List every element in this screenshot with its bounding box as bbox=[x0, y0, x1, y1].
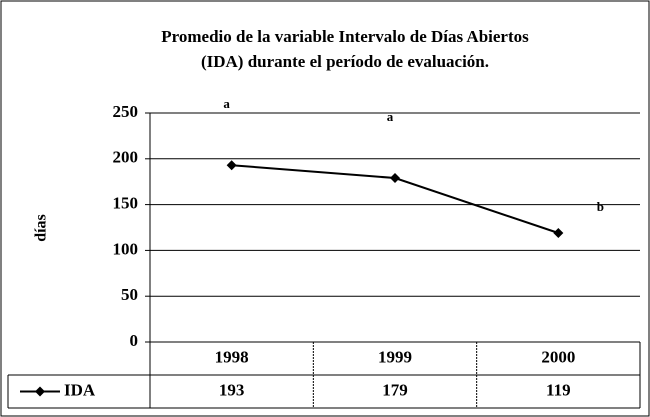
chart-title: Promedio de la variable Intervalo de Día… bbox=[161, 27, 529, 46]
x-tick-label: 2000 bbox=[541, 347, 575, 366]
table-value: 193 bbox=[219, 380, 245, 399]
y-axis-label: días bbox=[33, 214, 50, 242]
annotation: b bbox=[597, 199, 604, 214]
x-tick-label: 1998 bbox=[215, 347, 249, 366]
annotation: a bbox=[387, 109, 394, 124]
y-tick-label: 150 bbox=[113, 194, 139, 213]
y-tick-label: 250 bbox=[113, 102, 139, 121]
legend-marker bbox=[35, 386, 45, 397]
table-value: 119 bbox=[546, 380, 571, 399]
table-value: 179 bbox=[382, 380, 408, 399]
y-tick-label: 200 bbox=[113, 148, 139, 167]
y-tick-label: 50 bbox=[121, 285, 138, 304]
x-tick-label: 1999 bbox=[378, 347, 412, 366]
annotation: a bbox=[223, 96, 230, 111]
y-tick-label: 0 bbox=[130, 331, 139, 350]
legend-label: IDA bbox=[64, 380, 96, 399]
point bbox=[390, 173, 400, 184]
point bbox=[553, 227, 564, 238]
point bbox=[226, 160, 237, 171]
chart-title: (IDA) durante el período de evaluación. bbox=[201, 52, 489, 71]
y-tick-label: 100 bbox=[113, 239, 139, 258]
